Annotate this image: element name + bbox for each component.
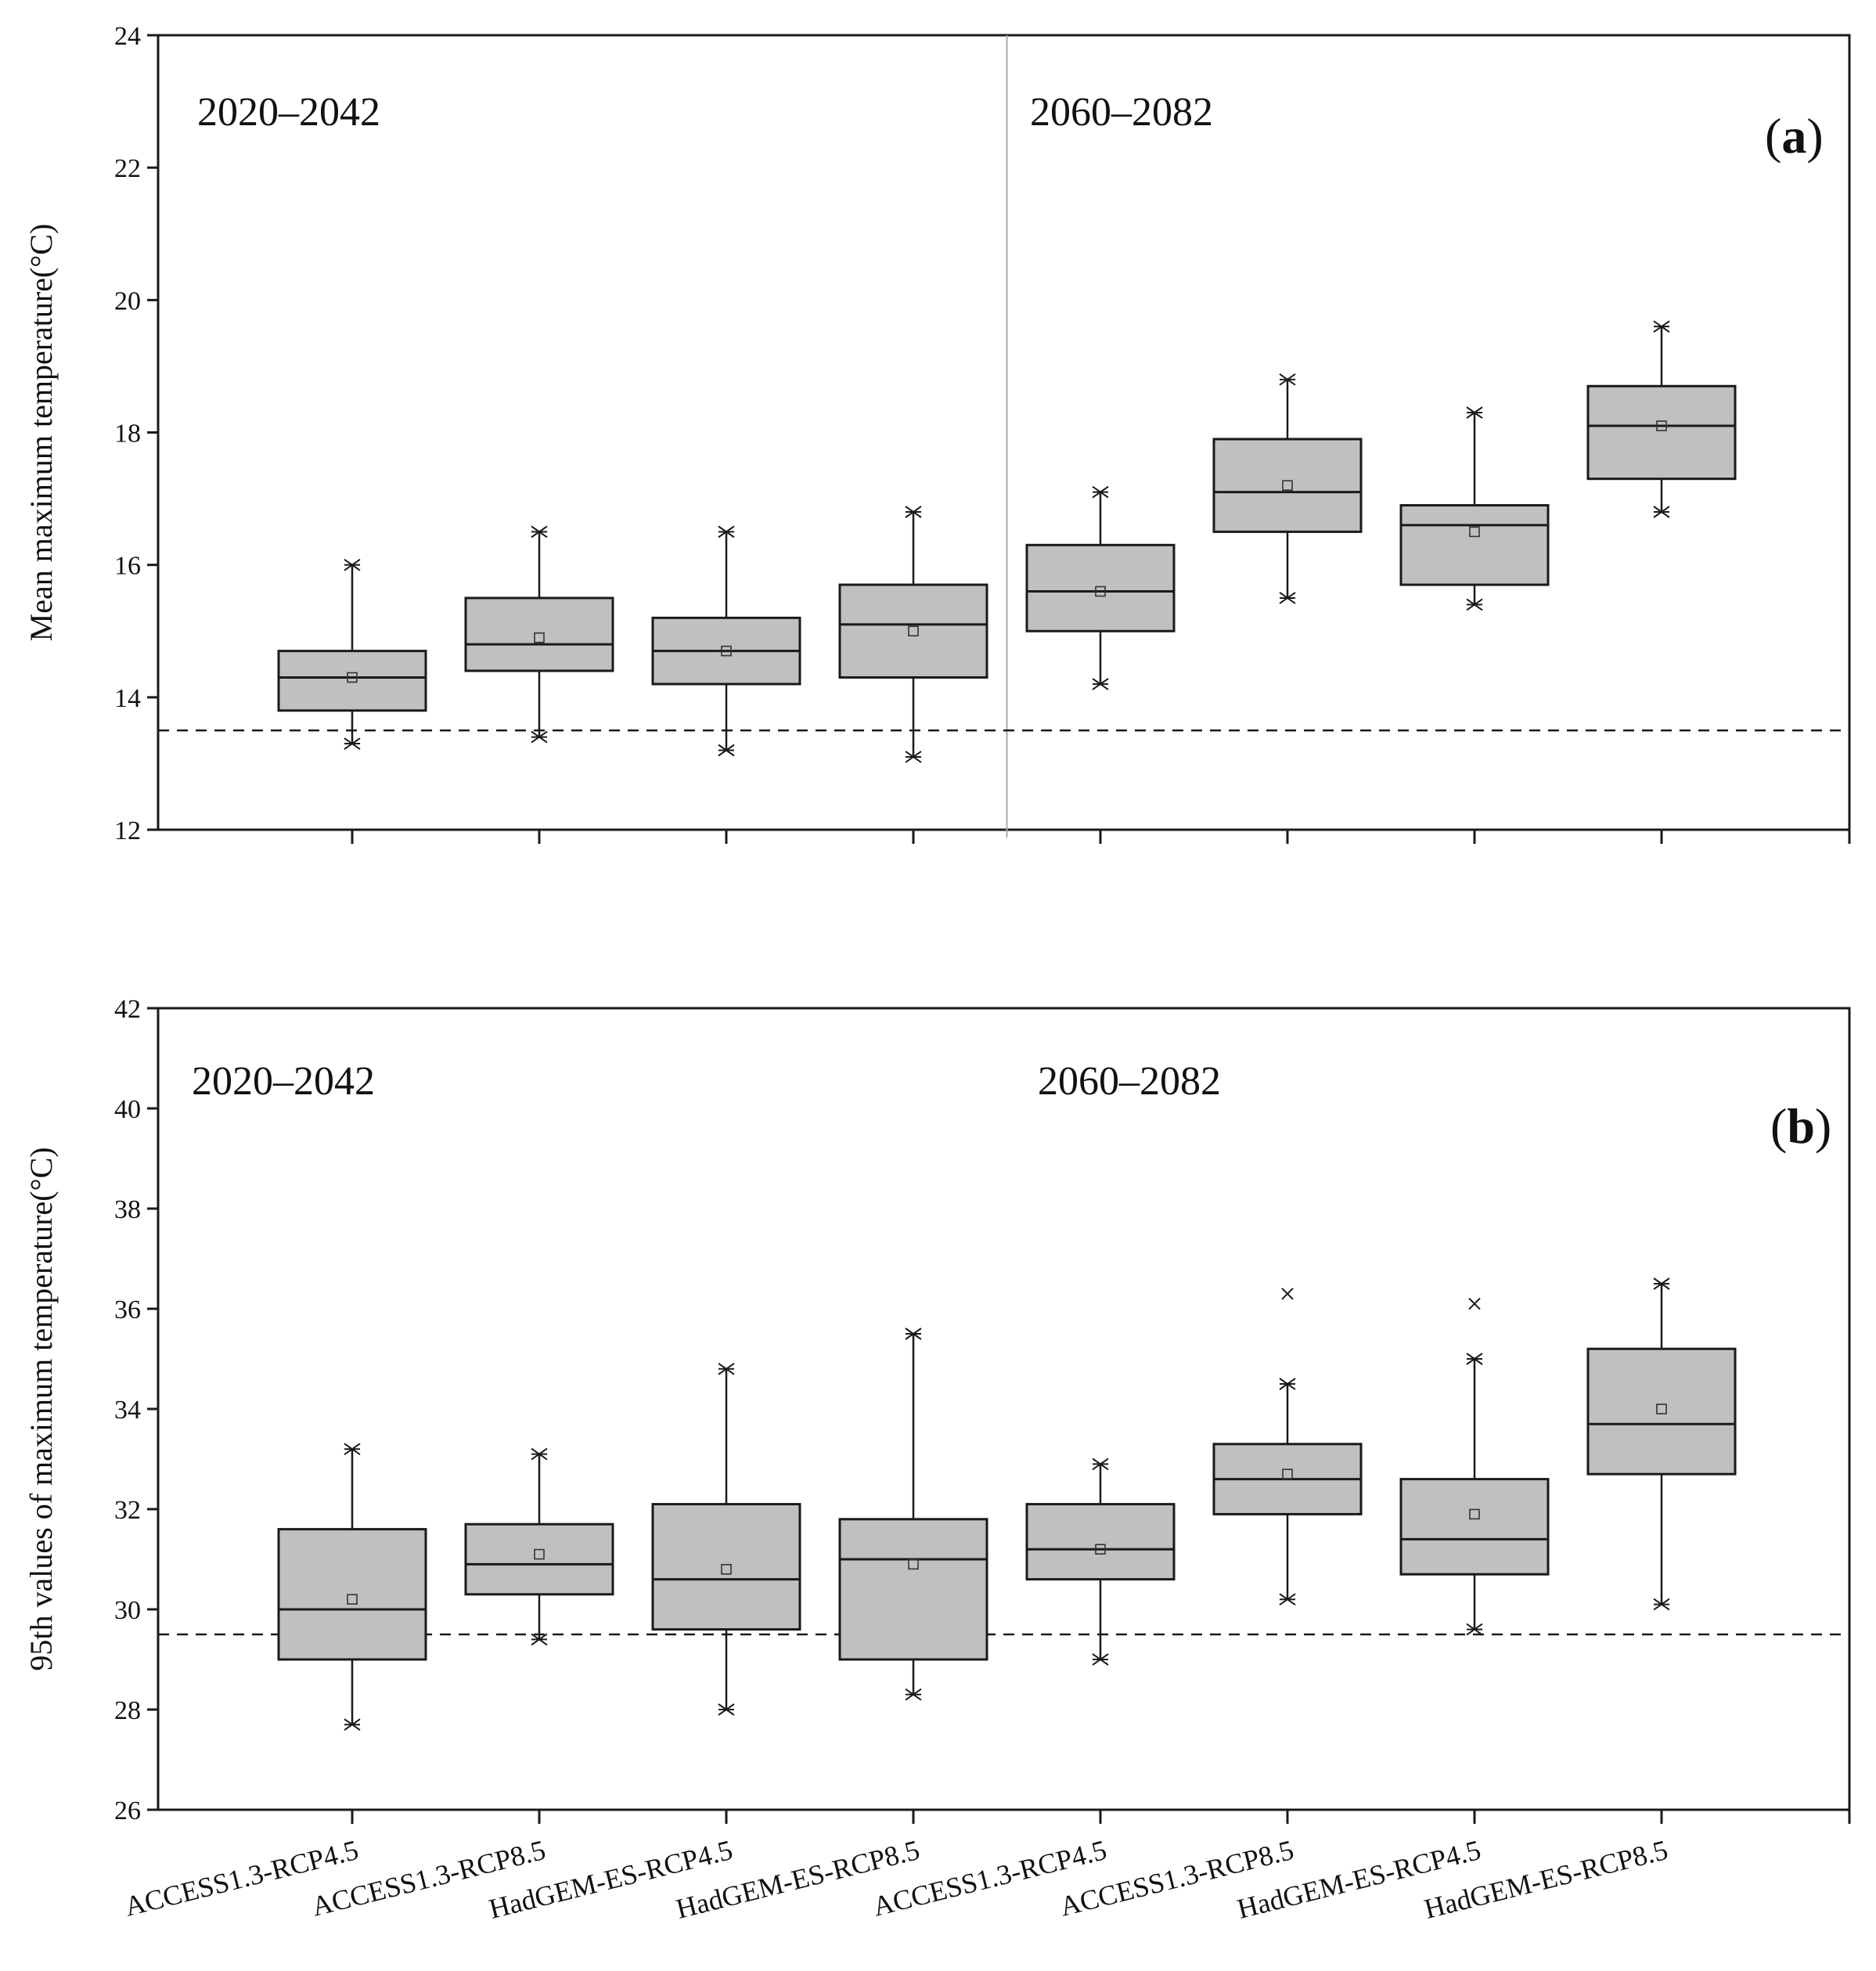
y-tick-label: 40 xyxy=(114,1095,141,1124)
y-tick-label: 26 xyxy=(114,1796,141,1825)
mean-marker xyxy=(347,672,358,683)
box-2 xyxy=(464,525,614,744)
outlier-marker xyxy=(1468,1297,1481,1310)
box-5 xyxy=(1025,485,1176,690)
mean-marker xyxy=(534,1548,545,1560)
box-8 xyxy=(1586,1277,1737,1611)
y-tick-label: 14 xyxy=(114,684,141,713)
period-label-early: 2020–2042 xyxy=(197,90,380,135)
box-3 xyxy=(651,1362,801,1716)
box-6 xyxy=(1212,373,1363,604)
period-label-early: 2020–2042 xyxy=(192,1059,375,1104)
y-tick-label: 18 xyxy=(114,420,141,449)
box-iqr xyxy=(1586,1347,1737,1476)
box-iqr xyxy=(1399,504,1550,586)
mean-marker xyxy=(1282,1468,1293,1479)
mean-marker xyxy=(908,1558,919,1570)
mean-marker xyxy=(347,1594,358,1605)
y-tick-label: 22 xyxy=(114,154,141,183)
box-iqr xyxy=(1025,543,1176,632)
y-tick-label: 38 xyxy=(114,1195,141,1224)
y-tick-label: 36 xyxy=(114,1295,141,1324)
box-4 xyxy=(838,1328,988,1701)
period-label-late: 2060–2082 xyxy=(1030,90,1213,135)
mean-marker xyxy=(1095,586,1106,597)
box-3 xyxy=(651,525,801,757)
y-tick-label: 20 xyxy=(114,286,141,315)
mean-marker xyxy=(1095,1544,1106,1555)
box-7 xyxy=(1399,406,1550,611)
panel-a: 12 14 16 18 20 22 24 Mean maximum temperature(°… xyxy=(23,22,1851,845)
box-iqr xyxy=(651,1503,801,1631)
box-2 xyxy=(464,1447,614,1646)
box-iqr xyxy=(1212,438,1363,533)
box-iqr xyxy=(838,583,988,679)
mean-marker xyxy=(721,1564,732,1575)
box-6 xyxy=(1212,1378,1363,1606)
y-tick-label: 42 xyxy=(114,995,141,1024)
panel-label: (b) xyxy=(1770,1098,1831,1154)
panel-label-letter: a xyxy=(1781,108,1806,164)
y-tick-label: 30 xyxy=(114,1596,141,1625)
y-tick-label: 12 xyxy=(114,816,141,845)
box-iqr xyxy=(277,650,427,712)
mean-marker xyxy=(1469,1508,1480,1520)
mean-marker xyxy=(908,625,919,637)
box-8 xyxy=(1586,320,1737,518)
box-4 xyxy=(838,506,988,763)
mean-marker xyxy=(721,645,732,657)
period-label-late: 2060–2082 xyxy=(1038,1059,1221,1104)
mean-marker xyxy=(1282,480,1293,491)
mean-marker xyxy=(1469,526,1480,538)
box-1 xyxy=(277,1443,427,1731)
y-tick-label: 24 xyxy=(114,22,141,51)
y-axis-title: 95th values of maximum temperature(°C) xyxy=(23,1147,59,1670)
y-tick-label: 28 xyxy=(114,1696,141,1725)
box-5 xyxy=(1025,1458,1176,1666)
x-category-labels: ACCESS1.3-RCP4.5ACCESS1.3-RCP8.5HadGEM-E… xyxy=(121,1834,1671,1925)
box-7 xyxy=(1399,1353,1550,1636)
mean-marker xyxy=(1656,1403,1667,1414)
y-tick-label: 32 xyxy=(114,1496,141,1525)
box-iqr xyxy=(1025,1503,1176,1581)
panel-label: (a) xyxy=(1765,108,1824,164)
box-1 xyxy=(277,558,427,750)
mean-marker xyxy=(1656,420,1667,431)
y-tick-label: 34 xyxy=(114,1396,141,1425)
box-iqr xyxy=(464,596,614,672)
outlier-marker xyxy=(1281,1288,1294,1300)
panel-label-letter: b xyxy=(1787,1098,1815,1154)
y-tick-label: 16 xyxy=(114,552,141,581)
panel-b: 26 28 30 32 34 36 38 40 42 95th values of maximum… xyxy=(23,995,1851,1825)
mean-marker xyxy=(534,632,545,643)
box-iqr xyxy=(1399,1478,1550,1576)
box-iqr xyxy=(838,1518,988,1661)
box-iqr xyxy=(1586,384,1737,481)
y-axis-title: Mean maximum temperature(°C) xyxy=(23,224,59,642)
